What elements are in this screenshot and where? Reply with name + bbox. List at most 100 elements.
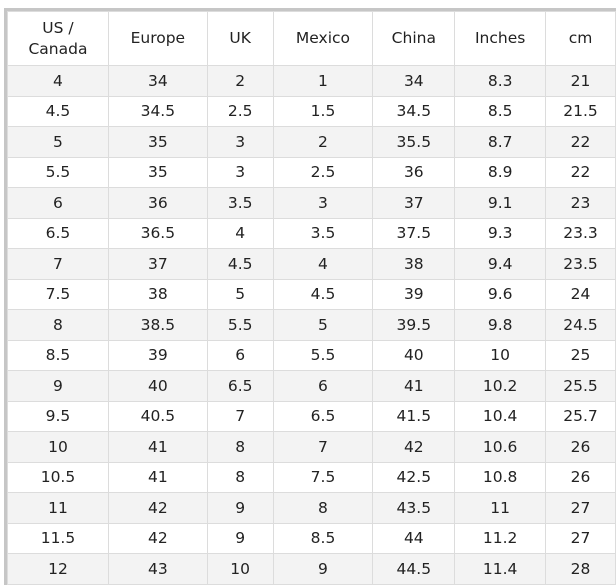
- cell-inches: 10.2: [454, 370, 547, 402]
- cell-uk: 10: [206, 553, 274, 585]
- cell-cm: 25.5: [545, 370, 616, 402]
- size-conversion-table: US / Canada Europe UK Mexico China Inches cm 4…: [7, 11, 616, 585]
- table-row: 10 41 8 7 42 10.6 26: [7, 431, 616, 463]
- cell-china: 40: [372, 339, 456, 371]
- cell-china: 42.5: [372, 461, 456, 493]
- table-row: 8 38.5 5.5 5 39.5 9.8 24.5: [7, 309, 616, 341]
- cell-inches: 11: [454, 492, 547, 524]
- cell-uk: 8: [206, 431, 274, 463]
- cell-europe: 41: [107, 431, 208, 463]
- cell-uk: 3: [206, 156, 274, 188]
- cell-mexico: 3.5: [272, 217, 374, 249]
- cell-us-canada: 4: [7, 65, 109, 97]
- cell-cm: 28: [545, 553, 616, 585]
- cell-us-canada: 7.5: [7, 278, 109, 310]
- cell-uk: 4.5: [206, 248, 274, 280]
- cell-us-canada: 5.5: [7, 156, 109, 188]
- cell-mexico: 2: [272, 126, 374, 158]
- cell-us-canada: 6: [7, 187, 109, 219]
- column-header-mexico: Mexico: [272, 11, 374, 66]
- column-header-china: China: [372, 11, 456, 66]
- cell-china: 34: [372, 65, 456, 97]
- cell-europe: 41: [107, 461, 208, 493]
- table-row: 11.5 42 9 8.5 44 11.2 27: [7, 522, 616, 554]
- table-row: 9.5 40.5 7 6.5 41.5 10.4 25.7: [7, 400, 616, 432]
- cell-mexico: 7: [272, 431, 374, 463]
- table-row: 12 43 10 9 44.5 11.4 28: [7, 553, 616, 585]
- cell-china: 37.5: [372, 217, 456, 249]
- cell-inches: 10.6: [454, 431, 547, 463]
- cell-europe: 36: [107, 187, 208, 219]
- table-row: 4.5 34.5 2.5 1.5 34.5 8.5 21.5: [7, 95, 616, 127]
- table-row: 6.5 36.5 4 3.5 37.5 9.3 23.3: [7, 217, 616, 249]
- cell-china: 38: [372, 248, 456, 280]
- cell-china: 37: [372, 187, 456, 219]
- column-header-uk: UK: [206, 11, 274, 66]
- cell-china: 41: [372, 370, 456, 402]
- cell-mexico: 5: [272, 309, 374, 341]
- cell-uk: 2: [206, 65, 274, 97]
- cell-inches: 8.3: [454, 65, 547, 97]
- cell-europe: 40.5: [107, 400, 208, 432]
- cell-china: 36: [372, 156, 456, 188]
- cell-inches: 9.8: [454, 309, 547, 341]
- cell-mexico: 5.5: [272, 339, 374, 371]
- cell-inches: 8.7: [454, 126, 547, 158]
- cell-europe: 35: [107, 126, 208, 158]
- cell-china: 39.5: [372, 309, 456, 341]
- header-row: US / Canada Europe UK Mexico China Inches cm: [7, 11, 616, 66]
- cell-china: 44: [372, 522, 456, 554]
- cell-uk: 8: [206, 461, 274, 493]
- cell-us-canada: 8.5: [7, 339, 109, 371]
- cell-cm: 21.5: [545, 95, 616, 127]
- cell-inches: 9.6: [454, 278, 547, 310]
- table-row: 5 35 3 2 35.5 8.7 22: [7, 126, 616, 158]
- cell-mexico: 1: [272, 65, 374, 97]
- cell-europe: 34: [107, 65, 208, 97]
- cell-us-canada: 11: [7, 492, 109, 524]
- cell-mexico: 6.5: [272, 400, 374, 432]
- cell-cm: 22: [545, 156, 616, 188]
- cell-mexico: 1.5: [272, 95, 374, 127]
- cell-mexico: 4.5: [272, 278, 374, 310]
- cell-us-canada: 7: [7, 248, 109, 280]
- cell-europe: 36.5: [107, 217, 208, 249]
- table-row: 11 42 9 8 43.5 11 27: [7, 492, 616, 524]
- cell-china: 43.5: [372, 492, 456, 524]
- cell-mexico: 8.5: [272, 522, 374, 554]
- cell-uk: 9: [206, 522, 274, 554]
- column-header-inches: Inches: [454, 11, 547, 66]
- table-row: 9 40 6.5 6 41 10.2 25.5: [7, 370, 616, 402]
- cell-us-canada: 9: [7, 370, 109, 402]
- cell-cm: 27: [545, 522, 616, 554]
- cell-europe: 39: [107, 339, 208, 371]
- table-row: 4 34 2 1 34 8.3 21: [7, 65, 616, 97]
- cell-uk: 4: [206, 217, 274, 249]
- cell-cm: 27: [545, 492, 616, 524]
- cell-china: 39: [372, 278, 456, 310]
- column-header-europe: Europe: [107, 11, 208, 66]
- cell-cm: 22: [545, 126, 616, 158]
- cell-mexico: 9: [272, 553, 374, 585]
- cell-uk: 6.5: [206, 370, 274, 402]
- cell-inches: 10.8: [454, 461, 547, 493]
- cell-inches: 9.1: [454, 187, 547, 219]
- cell-us-canada: 10.5: [7, 461, 109, 493]
- cell-us-canada: 11.5: [7, 522, 109, 554]
- cell-mexico: 2.5: [272, 156, 374, 188]
- cell-us-canada: 6.5: [7, 217, 109, 249]
- cell-us-canada: 9.5: [7, 400, 109, 432]
- cell-mexico: 4: [272, 248, 374, 280]
- cell-cm: 21: [545, 65, 616, 97]
- cell-uk: 5.5: [206, 309, 274, 341]
- cell-europe: 38: [107, 278, 208, 310]
- cell-inches: 9.4: [454, 248, 547, 280]
- cell-cm: 23: [545, 187, 616, 219]
- table-row: 7 37 4.5 4 38 9.4 23.5: [7, 248, 616, 280]
- cell-uk: 9: [206, 492, 274, 524]
- cell-uk: 3: [206, 126, 274, 158]
- cell-inches: 10: [454, 339, 547, 371]
- cell-europe: 40: [107, 370, 208, 402]
- cell-uk: 6: [206, 339, 274, 371]
- cell-cm: 24: [545, 278, 616, 310]
